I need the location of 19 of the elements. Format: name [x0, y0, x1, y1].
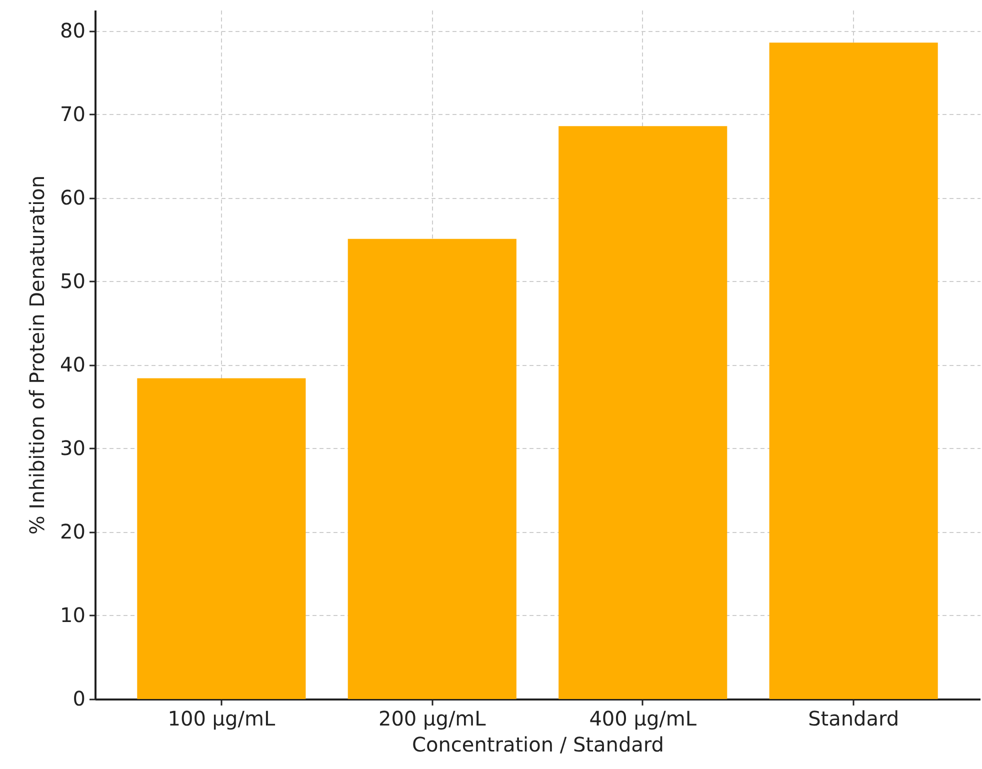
y-tick-label: 40 — [60, 352, 86, 376]
x-axis-title: Concentration / Standard — [412, 732, 664, 756]
x-tick-label: 400 µg/mL — [589, 706, 698, 730]
y-tick-label: 0 — [72, 686, 86, 710]
y-tick-label: 50 — [60, 268, 86, 293]
x-tick-label: 100 µg/mL — [168, 706, 276, 730]
y-tick-label: 80 — [60, 18, 86, 42]
x-tick-label: Standard — [808, 706, 900, 730]
y-tick-label: 30 — [60, 436, 86, 460]
bar — [769, 42, 938, 699]
x-tick-label: 200 µg/mL — [378, 706, 487, 730]
bar — [137, 378, 306, 699]
y-tick-label: 10 — [60, 602, 86, 627]
y-tick-label: 70 — [60, 102, 86, 126]
bar — [558, 126, 728, 699]
y-tick-label: 60 — [60, 185, 86, 210]
bar — [348, 238, 516, 699]
y-tick-label: 20 — [60, 519, 86, 544]
y-axis-title: % Inhibition of Protein Denaturation — [25, 175, 50, 535]
